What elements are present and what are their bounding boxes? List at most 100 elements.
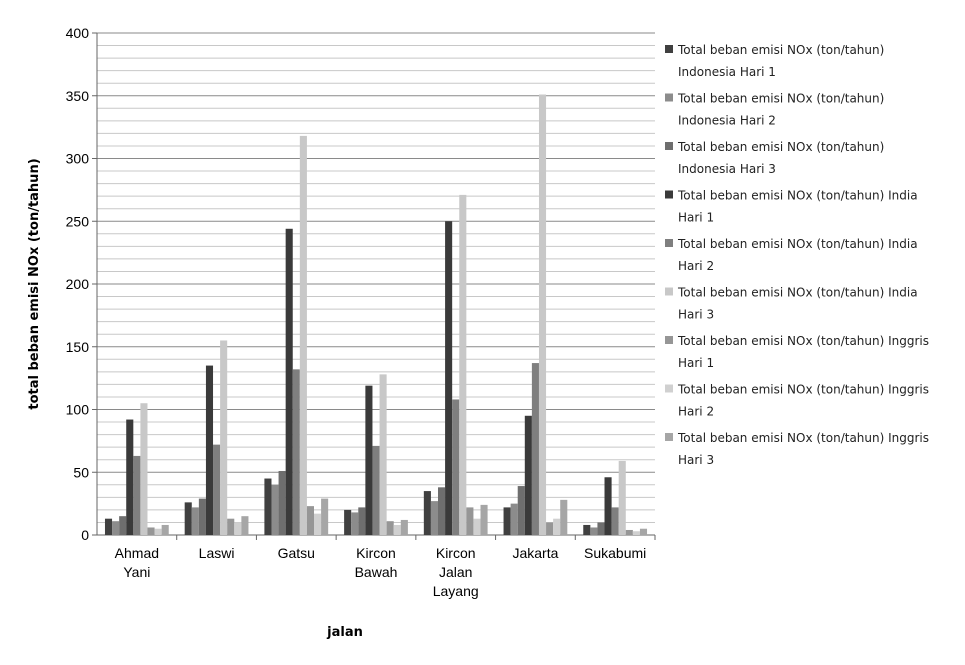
y-tick-label: 200 — [66, 276, 90, 292]
y-tick-label: 0 — [81, 527, 89, 543]
bar — [517, 486, 525, 535]
bar — [386, 521, 394, 535]
bar — [531, 363, 539, 535]
bar — [140, 403, 148, 535]
bar — [191, 507, 199, 535]
x-tick-label: Sukabumi — [584, 545, 646, 561]
y-axis-title: total beban emisi NOx (ton/tahun) — [27, 158, 42, 409]
bar — [271, 484, 279, 535]
legend-label: Total beban emisi NOx (ton/tahun) India H… — [677, 189, 918, 225]
bar — [220, 340, 228, 535]
bar — [524, 415, 532, 535]
bar — [400, 519, 408, 535]
bar — [321, 498, 329, 535]
bar — [632, 531, 640, 535]
bar — [227, 518, 235, 535]
y-tick-label: 100 — [66, 402, 90, 418]
bar — [278, 470, 286, 535]
bar — [379, 374, 387, 535]
bar — [430, 501, 438, 535]
bar — [538, 94, 547, 536]
bar — [546, 522, 554, 535]
legend-swatch — [665, 336, 673, 344]
bar — [306, 506, 314, 535]
legend-swatch — [665, 190, 673, 199]
legend-swatch — [665, 93, 673, 102]
bar — [618, 460, 626, 535]
bar — [133, 455, 141, 535]
legend-label: Total beban emisi NOx (ton/tahun) Indones… — [677, 140, 884, 176]
y-tick-label: 400 — [66, 25, 90, 41]
legend-label: Total beban emisi NOx (ton/tahun) Inggri… — [677, 383, 929, 419]
bar — [590, 527, 598, 535]
bar — [639, 528, 648, 535]
bar — [234, 522, 242, 535]
bar — [205, 365, 214, 535]
x-tick-label: Laswi — [199, 545, 235, 561]
bar — [466, 507, 474, 535]
bar — [292, 369, 300, 535]
bar — [393, 524, 401, 535]
legend-label: Total beban emisi NOx (ton/tahun) Inggri… — [677, 431, 929, 467]
bar — [560, 499, 568, 535]
bar — [358, 507, 366, 535]
legend-label: Total beban emisi NOx (ton/tahun) India H… — [677, 286, 918, 322]
bar — [445, 221, 453, 535]
bar — [365, 385, 373, 535]
y-tick-label: 250 — [66, 213, 90, 229]
y-tick-label: 350 — [66, 88, 90, 104]
bar — [597, 522, 605, 535]
bar — [583, 524, 591, 535]
x-tick-label: Gatsu — [278, 545, 315, 561]
bar — [480, 504, 488, 535]
bar — [119, 516, 127, 535]
bar — [314, 513, 322, 535]
bar — [299, 135, 307, 535]
x-tick-label: Jakarta — [512, 545, 558, 561]
bar — [184, 502, 192, 535]
bar — [611, 507, 619, 535]
bar — [553, 518, 561, 535]
bar — [198, 498, 206, 535]
bar — [372, 445, 380, 535]
bar — [154, 528, 162, 535]
bar — [161, 524, 169, 535]
y-tick-label: 150 — [66, 339, 90, 355]
y-tick-label: 50 — [73, 464, 89, 480]
bar — [351, 512, 359, 535]
legend-label: Total beban emisi NOx (ton/tahun) Indones… — [677, 92, 884, 128]
bar — [126, 419, 134, 535]
bar — [503, 507, 511, 535]
legend-label: Total beban emisi NOx (ton/tahun) Inggri… — [677, 334, 929, 370]
bar — [473, 518, 481, 535]
y-tick-label: 300 — [66, 151, 90, 167]
bar — [459, 194, 467, 535]
legend-swatch — [665, 142, 673, 150]
bar — [452, 399, 460, 535]
legend-swatch — [665, 239, 673, 247]
x-tick-label: Ahmad Yani — [115, 545, 159, 580]
bar — [147, 527, 155, 535]
bar — [104, 518, 113, 535]
bar — [285, 228, 293, 535]
bar — [213, 444, 221, 535]
legend-swatch — [665, 287, 673, 296]
legend-swatch — [665, 384, 673, 393]
bar — [344, 509, 352, 535]
bar — [264, 478, 272, 535]
bar — [241, 516, 249, 535]
bar — [625, 529, 633, 535]
x-tick-label: Kircon Jalan Layang — [433, 545, 479, 599]
x-tick-label: Kircon Bawah — [355, 545, 398, 580]
bar — [423, 491, 431, 535]
bar — [438, 487, 446, 535]
legend-label: Total beban emisi NOx (ton/tahun) Indones… — [677, 43, 884, 79]
legend-swatch — [665, 433, 673, 441]
legend-label: Total beban emisi NOx (ton/tahun) India H… — [677, 237, 918, 273]
bar — [604, 477, 612, 535]
bar — [510, 503, 518, 535]
bar — [112, 521, 120, 535]
legend-swatch — [665, 45, 673, 53]
x-axis-title: jalan — [326, 625, 363, 640]
